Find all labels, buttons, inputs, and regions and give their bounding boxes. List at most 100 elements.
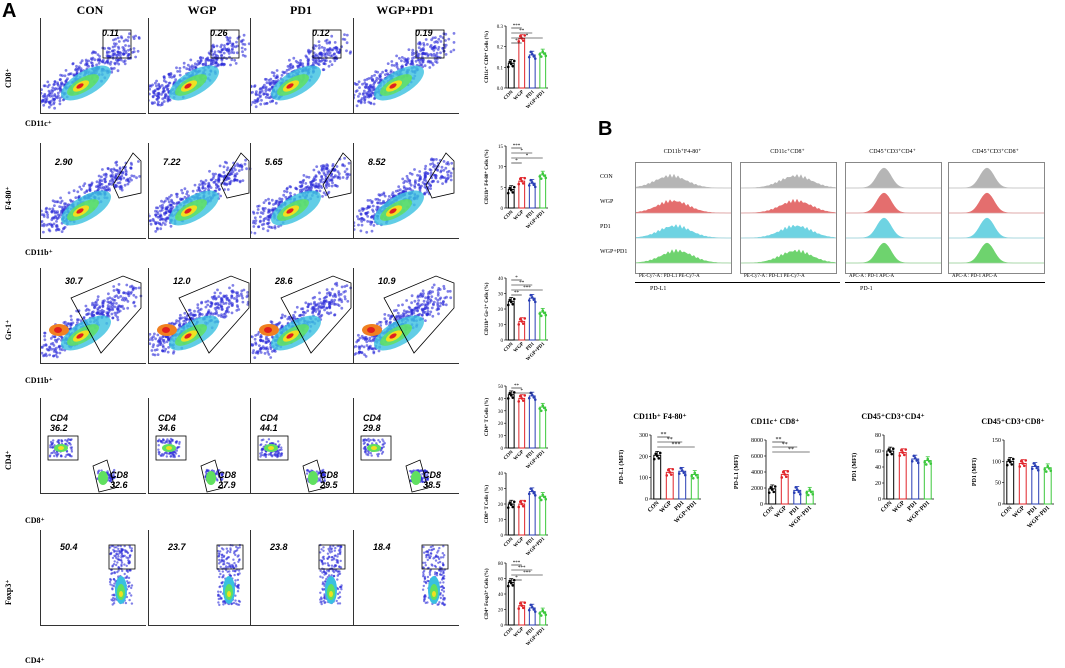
data-point: [1032, 462, 1036, 465]
bar-con: [1006, 460, 1015, 505]
bar-wgp-pd1: [1043, 467, 1052, 505]
data-point: [508, 579, 512, 583]
facs-density-plot: [41, 275, 143, 359]
y-tick-label: 30: [498, 488, 504, 493]
y-tick-label: 0: [645, 497, 648, 503]
data-point: [530, 605, 534, 609]
bar-chart-6: 0 100 200 300 PD-L1 (MFI) CON WGP PD1 WGP+PD1 ** *…: [615, 425, 705, 525]
data-point: [544, 176, 548, 180]
significance-label: **: [514, 384, 520, 389]
data-point: [538, 175, 542, 178]
data-point: [924, 463, 928, 466]
facs-y-axis-label: CD8⁺: [4, 68, 13, 88]
bar-wgp-pd1: [539, 311, 547, 341]
significance-label: ***: [523, 571, 531, 576]
y-tick-label: 20: [498, 308, 504, 313]
data-point: [542, 495, 546, 499]
x-tick-label: WGP: [513, 210, 525, 222]
data-point: [694, 473, 698, 477]
gate-label-cd8: CD8 38.5: [423, 470, 442, 490]
data-point: [518, 177, 522, 181]
data-point: [1018, 465, 1022, 468]
data-point: [780, 476, 784, 479]
data-point: [506, 506, 510, 510]
bar-chart-title: CD11b⁺ F4-80⁺: [633, 412, 687, 421]
arrow-pd-1: [845, 282, 1045, 283]
y-tick-label: 10: [498, 166, 504, 171]
data-point: [682, 471, 686, 475]
x-tick-label: WGP: [659, 500, 674, 515]
histogram-con: [846, 167, 941, 189]
y-axis-label: CD11c⁺ CD8⁺ Cells (%): [484, 31, 490, 83]
bar-pd1: [528, 395, 536, 449]
data-point: [1035, 466, 1039, 470]
significance-label: ***: [672, 442, 681, 448]
y-axis-label: CD4⁺ Foxp3⁺ Cells (%): [484, 568, 490, 619]
significance-label: *: [515, 576, 518, 581]
data-point: [770, 488, 774, 491]
data-point: [512, 185, 516, 189]
facs-plot-r1-c3: [353, 143, 459, 239]
data-point: [1010, 463, 1014, 466]
y-tick-label: 10: [498, 435, 504, 440]
data-point: [1036, 468, 1040, 472]
y-axis-label: CD8⁺ T Cells (%): [484, 485, 490, 523]
data-point: [1024, 459, 1028, 462]
histogram-box: [948, 162, 1045, 274]
data-point: [898, 454, 902, 457]
data-point: [517, 607, 521, 610]
significance-label: *: [515, 39, 518, 44]
y-tick-label: 20: [875, 481, 881, 487]
data-point: [521, 504, 525, 508]
data-point: [1043, 467, 1047, 471]
x-tick-label: PD1: [526, 90, 536, 100]
data-point: [527, 184, 531, 187]
y-tick-label: 40: [498, 277, 504, 282]
data-point: [523, 499, 527, 503]
bar-pd1: [528, 297, 536, 341]
bar-wgp: [1018, 462, 1027, 505]
data-point: [509, 581, 513, 585]
y-tick-label: 30: [498, 410, 504, 415]
facs-x-axis-label: CD11c⁺: [25, 119, 52, 128]
data-point: [926, 457, 930, 461]
data-point: [511, 64, 515, 68]
y-tick-label: 0.3: [497, 25, 504, 30]
facs-y-axis-label: CD4⁺: [4, 450, 13, 470]
data-point: [512, 391, 516, 394]
data-point: [772, 490, 776, 494]
bar-chart-5: 0 20 40 60 80 CD4⁺ Foxp3⁺ Cells (%) CON WGP PD1 W…: [482, 555, 552, 647]
y-tick-label: 0: [760, 502, 763, 508]
data-point: [511, 396, 515, 399]
significance-label: *: [526, 34, 529, 39]
data-point: [530, 181, 534, 184]
data-point: [542, 406, 546, 410]
significance-label: *: [515, 276, 518, 281]
data-point: [691, 477, 695, 480]
y-tick-label: 10: [498, 519, 504, 524]
data-point: [512, 297, 516, 301]
data-point: [512, 500, 516, 504]
data-point: [509, 503, 513, 507]
facs-x-axis-label: CD4⁺: [25, 656, 45, 665]
data-point: [506, 191, 510, 195]
facs-density-plot: [257, 435, 327, 493]
gate-label-cd8: CD8 27.9: [218, 470, 237, 490]
facs-plot-r0-c0: [40, 18, 146, 114]
gate-label-cd4: CD4 44.1: [260, 413, 279, 433]
facs-plot-r2-c0: [40, 268, 146, 364]
data-point: [523, 317, 527, 320]
bar-chart-2: 0 10 20 30 40 CD11b⁺ Gr-1⁺ Cells (%) CON WGP PD1…: [482, 270, 552, 362]
data-point: [532, 183, 536, 186]
data-point: [1007, 458, 1011, 462]
histogram-pd1: [636, 224, 731, 239]
data-point: [529, 178, 533, 182]
facs-plot-r0-c2: [250, 18, 356, 114]
y-tick-label: 300: [639, 433, 648, 439]
bar-wgp-pd1: [539, 495, 547, 536]
gate-label: 50.4: [60, 542, 78, 552]
data-point: [1030, 467, 1034, 471]
facs-plot-r1-c0: [40, 143, 146, 239]
